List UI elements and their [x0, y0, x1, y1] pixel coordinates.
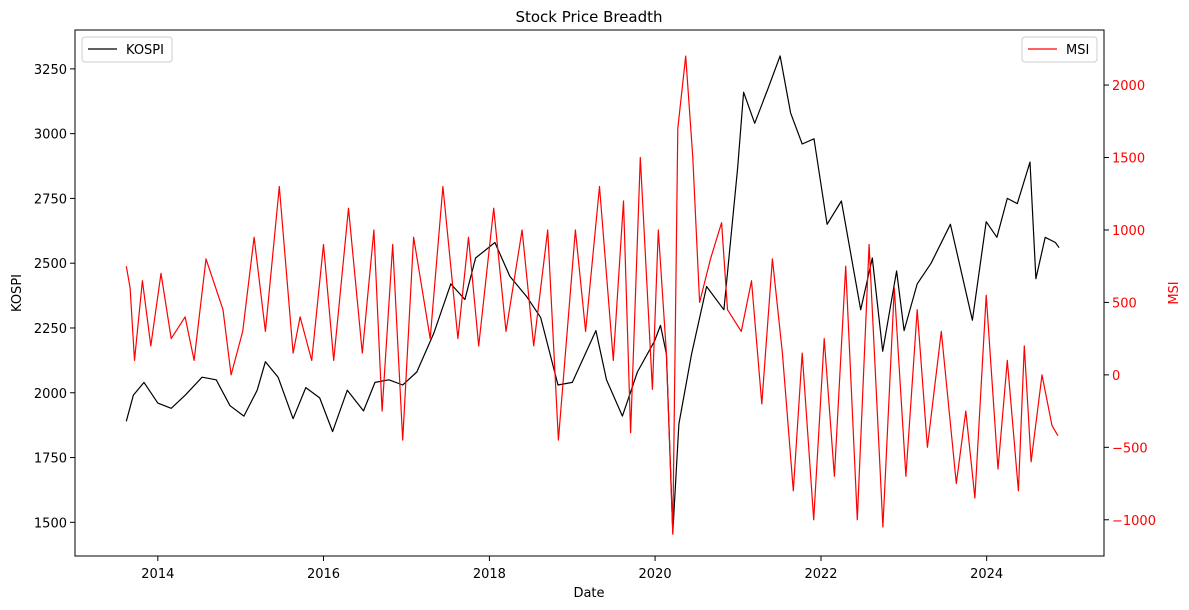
right-y-tick-label: 1500 — [1112, 152, 1145, 167]
chart-title: Stock Price Breadth — [515, 8, 662, 26]
legend-msi: MSI — [1021, 36, 1098, 63]
series-layer — [125, 55, 1060, 535]
legend-kospi-label: KOSPI — [126, 43, 164, 58]
x-axis: 2014 2016 2018 2020 2022 2024 — [141, 556, 1003, 582]
left-y-tick-label: 2250 — [34, 322, 67, 337]
left-y-tick-label: 3250 — [34, 63, 67, 78]
left-y-tick-label: 3000 — [34, 128, 67, 143]
right-y-tick-label: −1000 — [1112, 514, 1156, 529]
legend-msi-label: MSI — [1066, 43, 1089, 58]
left-y-tick-label: 2000 — [34, 387, 67, 402]
x-axis-title: Date — [573, 586, 604, 601]
legend-msi-box — [1021, 36, 1098, 63]
legend-kospi-box — [81, 36, 173, 63]
x-tick-label: 2022 — [804, 567, 837, 582]
right-y-tick-label: 0 — [1112, 369, 1120, 384]
legend-kospi: KOSPI — [81, 36, 173, 63]
left-y-tick-label: 1750 — [34, 452, 67, 467]
left-y-axis-title: KOSPI — [10, 274, 25, 312]
right-y-axis: −1000 −500 0 500 1000 1500 2000 — [1104, 79, 1156, 529]
x-tick-label: 2014 — [141, 567, 174, 582]
right-y-tick-label: 1000 — [1112, 224, 1145, 239]
x-tick-label: 2018 — [473, 567, 506, 582]
right-y-axis-title: MSI — [1167, 281, 1182, 304]
left-y-tick-label: 2500 — [34, 257, 67, 272]
left-y-axis: 1500 1750 2000 2250 2500 2750 3000 3250 — [34, 63, 75, 531]
left-y-tick-label: 1500 — [34, 516, 67, 531]
plot-frame — [74, 29, 1105, 557]
x-tick-label: 2016 — [307, 567, 340, 582]
series-line-msi — [125, 55, 1059, 535]
right-y-tick-label: −500 — [1112, 441, 1148, 456]
series-line-kospi — [125, 55, 1060, 534]
left-y-tick-label: 2750 — [34, 192, 67, 207]
x-tick-label: 2024 — [970, 567, 1003, 582]
x-tick-label: 2020 — [639, 567, 672, 582]
right-y-tick-label: 500 — [1112, 296, 1137, 311]
right-y-tick-label: 2000 — [1112, 79, 1145, 94]
